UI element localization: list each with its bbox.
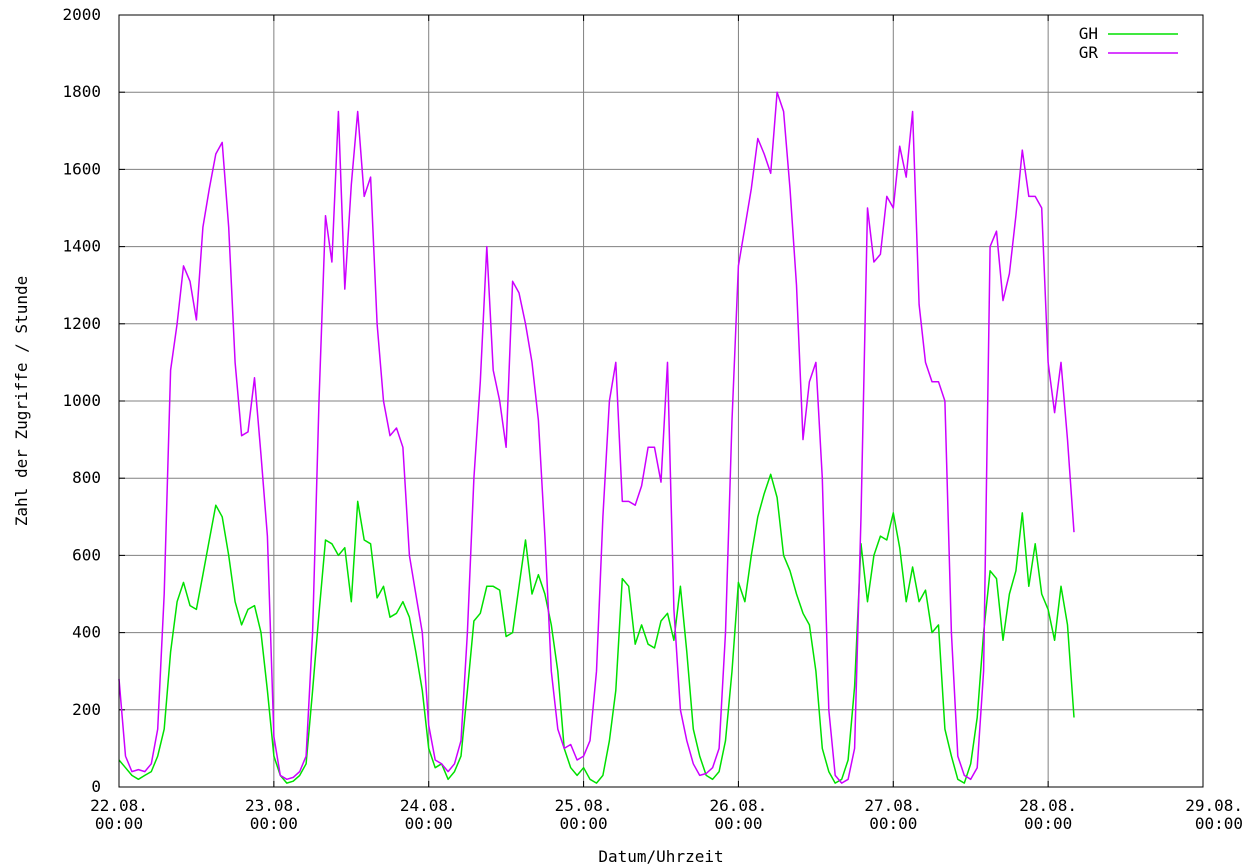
x-tick-label-date: 24.08. xyxy=(400,796,458,815)
x-axis-label: Datum/Uhrzeit xyxy=(598,847,723,866)
x-axis-ticks: 22.08.00:0023.08.00:0024.08.00:0025.08.0… xyxy=(90,15,1243,833)
x-tick-label-time: 00:00 xyxy=(95,814,143,833)
x-tick-label-date: 27.08. xyxy=(864,796,922,815)
grid-lines xyxy=(119,15,1203,787)
x-tick-label-time: 00:00 xyxy=(714,814,762,833)
legend-label-gr: GR xyxy=(1079,43,1099,62)
y-tick-label: 400 xyxy=(72,623,101,642)
y-tick-label: 600 xyxy=(72,545,101,564)
legend-label-gh: GH xyxy=(1079,24,1098,43)
x-tick-label-time: 00:00 xyxy=(1024,814,1072,833)
y-tick-label: 1800 xyxy=(62,82,101,101)
x-tick-label-date: 25.08. xyxy=(555,796,613,815)
x-tick-label-time: 00:00 xyxy=(559,814,607,833)
x-tick-label-time: 00:00 xyxy=(869,814,917,833)
y-tick-label: 1200 xyxy=(62,314,101,333)
y-tick-label: 800 xyxy=(72,468,101,487)
series-line-gr xyxy=(118,91,1075,784)
x-tick-label-date: 22.08. xyxy=(90,796,148,815)
series-line-gh xyxy=(118,473,1075,784)
y-tick-label: 0 xyxy=(91,777,101,796)
y-tick-label: 1600 xyxy=(62,159,101,178)
y-tick-label: 2000 xyxy=(62,5,101,24)
plot-frame xyxy=(118,14,1204,788)
y-tick-label: 1000 xyxy=(62,391,101,410)
y-tick-label: 1400 xyxy=(62,237,101,256)
y-axis-ticks: 0 200 400 600 800 1000 1200 1400 1600 1800 2000 xyxy=(62,5,1203,796)
x-tick-label-time: 00:00 xyxy=(405,814,453,833)
x-tick-label-time: 00:00 xyxy=(1195,814,1243,833)
x-tick-label-date: 29.08. xyxy=(1185,796,1243,815)
x-tick-label-date: 26.08. xyxy=(710,796,768,815)
x-tick-label-date: 23.08. xyxy=(245,796,303,815)
x-tick-label-date: 28.08. xyxy=(1019,796,1077,815)
data-series xyxy=(118,91,1075,784)
y-axis-label: Zahl der Zugriffe / Stunde xyxy=(12,276,31,526)
y-tick-label: 200 xyxy=(72,700,101,719)
x-tick-label-time: 00:00 xyxy=(250,814,298,833)
